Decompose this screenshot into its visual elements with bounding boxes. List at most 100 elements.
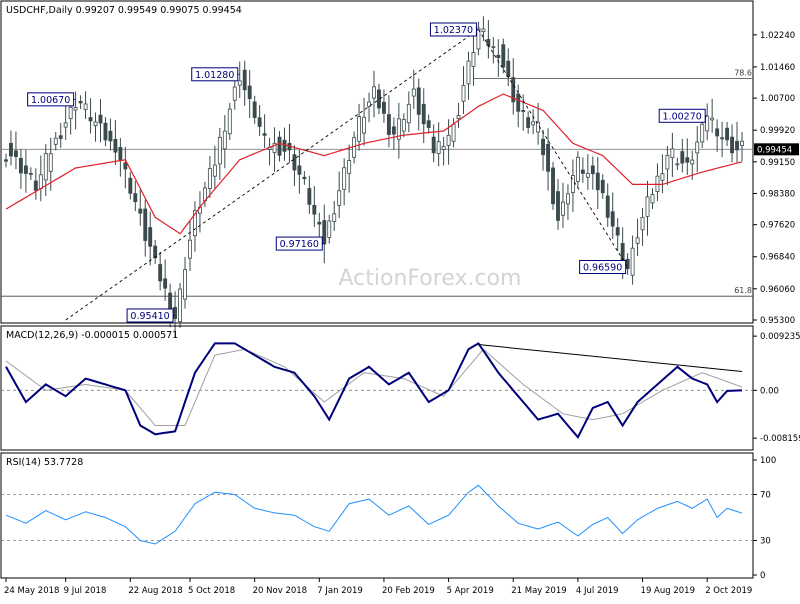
swing-label-text: 0.96590	[583, 262, 622, 273]
price-candle	[158, 251, 163, 291]
candle-body	[665, 155, 670, 170]
price-candle	[113, 120, 118, 165]
price-candle	[541, 129, 546, 171]
candle-body	[282, 139, 287, 152]
price-candle	[133, 180, 138, 212]
swing-annotations: 1.00670 0.95410 1.01280 0.97160 1.02370 0.965…	[27, 22, 708, 323]
price-candle	[292, 145, 297, 187]
candle-body	[436, 141, 441, 154]
price-candle	[575, 151, 580, 188]
price-candle	[188, 220, 192, 271]
candle-body	[297, 165, 302, 175]
price-candle	[242, 60, 247, 106]
price-candle	[193, 201, 197, 252]
candle-body	[620, 243, 625, 261]
price-candle	[675, 157, 680, 171]
price-candle	[272, 127, 277, 172]
last-price-tag	[754, 143, 799, 156]
price-candle	[28, 167, 33, 181]
price-candle	[660, 154, 665, 194]
price-candle	[561, 182, 565, 228]
candle-body	[556, 191, 560, 221]
candle-body	[580, 169, 585, 174]
candle-body	[43, 153, 48, 181]
candle-body	[476, 27, 481, 50]
trendline	[65, 29, 479, 321]
candle-body	[615, 227, 620, 236]
y-tick-label: 0.96840	[760, 253, 795, 263]
price-candle	[725, 122, 730, 146]
price-candle	[307, 175, 312, 214]
price-candle	[14, 131, 18, 170]
y-tick-label: 0.99150	[760, 158, 795, 168]
candle-body	[561, 201, 565, 216]
rsi-pane: RSI(14) 53.7728 100 70 30 0	[0, 452, 776, 581]
price-candle	[372, 70, 376, 118]
candle-body	[431, 136, 436, 154]
swing-label-text: 1.02370	[434, 25, 473, 36]
candle-body	[292, 154, 297, 171]
price-candle	[367, 92, 371, 123]
candle-body	[391, 126, 396, 135]
price-candle	[362, 97, 366, 146]
candle-body	[526, 117, 531, 128]
swing-label: 1.00670	[27, 92, 76, 107]
candle-body	[14, 150, 18, 157]
candle-body	[675, 163, 680, 166]
candle-body	[277, 136, 282, 156]
price-candle	[33, 168, 38, 200]
candle-body	[382, 101, 386, 114]
price-candle	[476, 21, 481, 56]
price-candle	[148, 211, 153, 266]
candle-body	[88, 117, 93, 122]
swing-label: 0.97160	[275, 236, 325, 251]
swing-label-text: 1.01280	[195, 70, 234, 81]
x-tick-label: 24 May 2018	[4, 586, 59, 596]
price-candle	[401, 113, 406, 138]
candle-body	[710, 117, 715, 121]
swing-label: 1.02370	[429, 22, 479, 37]
price-candle	[178, 282, 182, 328]
price-candle	[640, 207, 645, 246]
rsi-line	[5, 484, 743, 545]
trendlines	[65, 29, 629, 321]
price-candle	[222, 115, 227, 169]
candle-body	[630, 247, 635, 276]
candle-body	[705, 115, 710, 132]
price-candle	[183, 256, 187, 309]
swing-label: 1.01280	[191, 67, 240, 82]
price-candle	[357, 103, 362, 151]
candle-body	[481, 28, 486, 32]
swing-label: 0.96590	[579, 259, 628, 274]
candle-body	[337, 190, 342, 206]
price-candle	[48, 137, 53, 191]
swing-label: 1.00270	[658, 108, 708, 123]
macd-header: MACD(12,26,9) -0.000015 0.000571	[6, 330, 178, 341]
candle-body	[511, 77, 516, 103]
candle-body	[451, 123, 456, 142]
candle-body	[566, 193, 570, 205]
candle-body	[108, 130, 113, 142]
candle-body	[247, 85, 252, 100]
price-candle	[421, 88, 426, 144]
price-candle	[730, 124, 734, 163]
y-tick-label: 0.98380	[760, 189, 795, 199]
price-candle	[630, 235, 635, 285]
candle-body	[416, 87, 421, 115]
price-candle	[566, 184, 570, 220]
trendline	[478, 29, 629, 268]
price-candle	[605, 183, 610, 227]
price-candle	[461, 66, 466, 114]
candle-body	[590, 165, 595, 175]
price-candle	[740, 131, 744, 162]
candle-body	[48, 153, 53, 172]
candle-body	[242, 69, 247, 91]
swing-label-text: 1.00670	[31, 95, 70, 106]
price-reference-lines: 78.6 61.8	[1, 68, 753, 297]
macd-y-tick-label: -0.008159	[760, 434, 800, 444]
price-candle	[18, 148, 23, 189]
candle-body	[411, 88, 416, 97]
candle-body	[18, 157, 23, 174]
macd-pane: MACD(12,26,9) -0.000015 0.000571 0.00923…	[0, 325, 800, 451]
price-candle	[570, 159, 575, 212]
